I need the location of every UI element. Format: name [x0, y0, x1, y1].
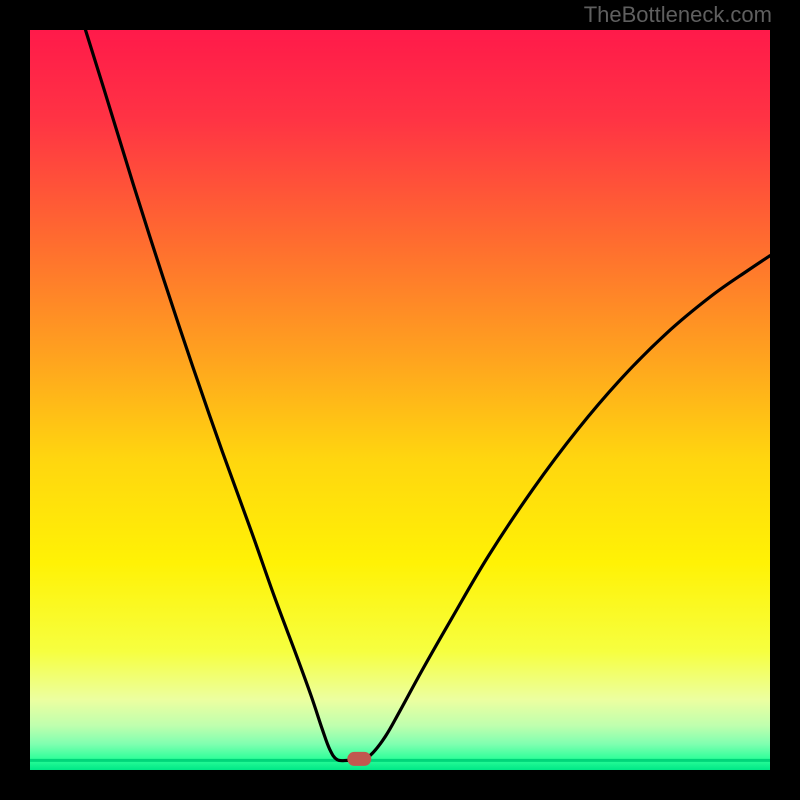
chart-svg — [0, 0, 800, 800]
source-watermark: TheBottleneck.com — [584, 2, 772, 28]
chart-frame: TheBottleneck.com — [0, 0, 800, 800]
plot-background — [30, 30, 770, 770]
minimum-marker — [347, 752, 371, 766]
